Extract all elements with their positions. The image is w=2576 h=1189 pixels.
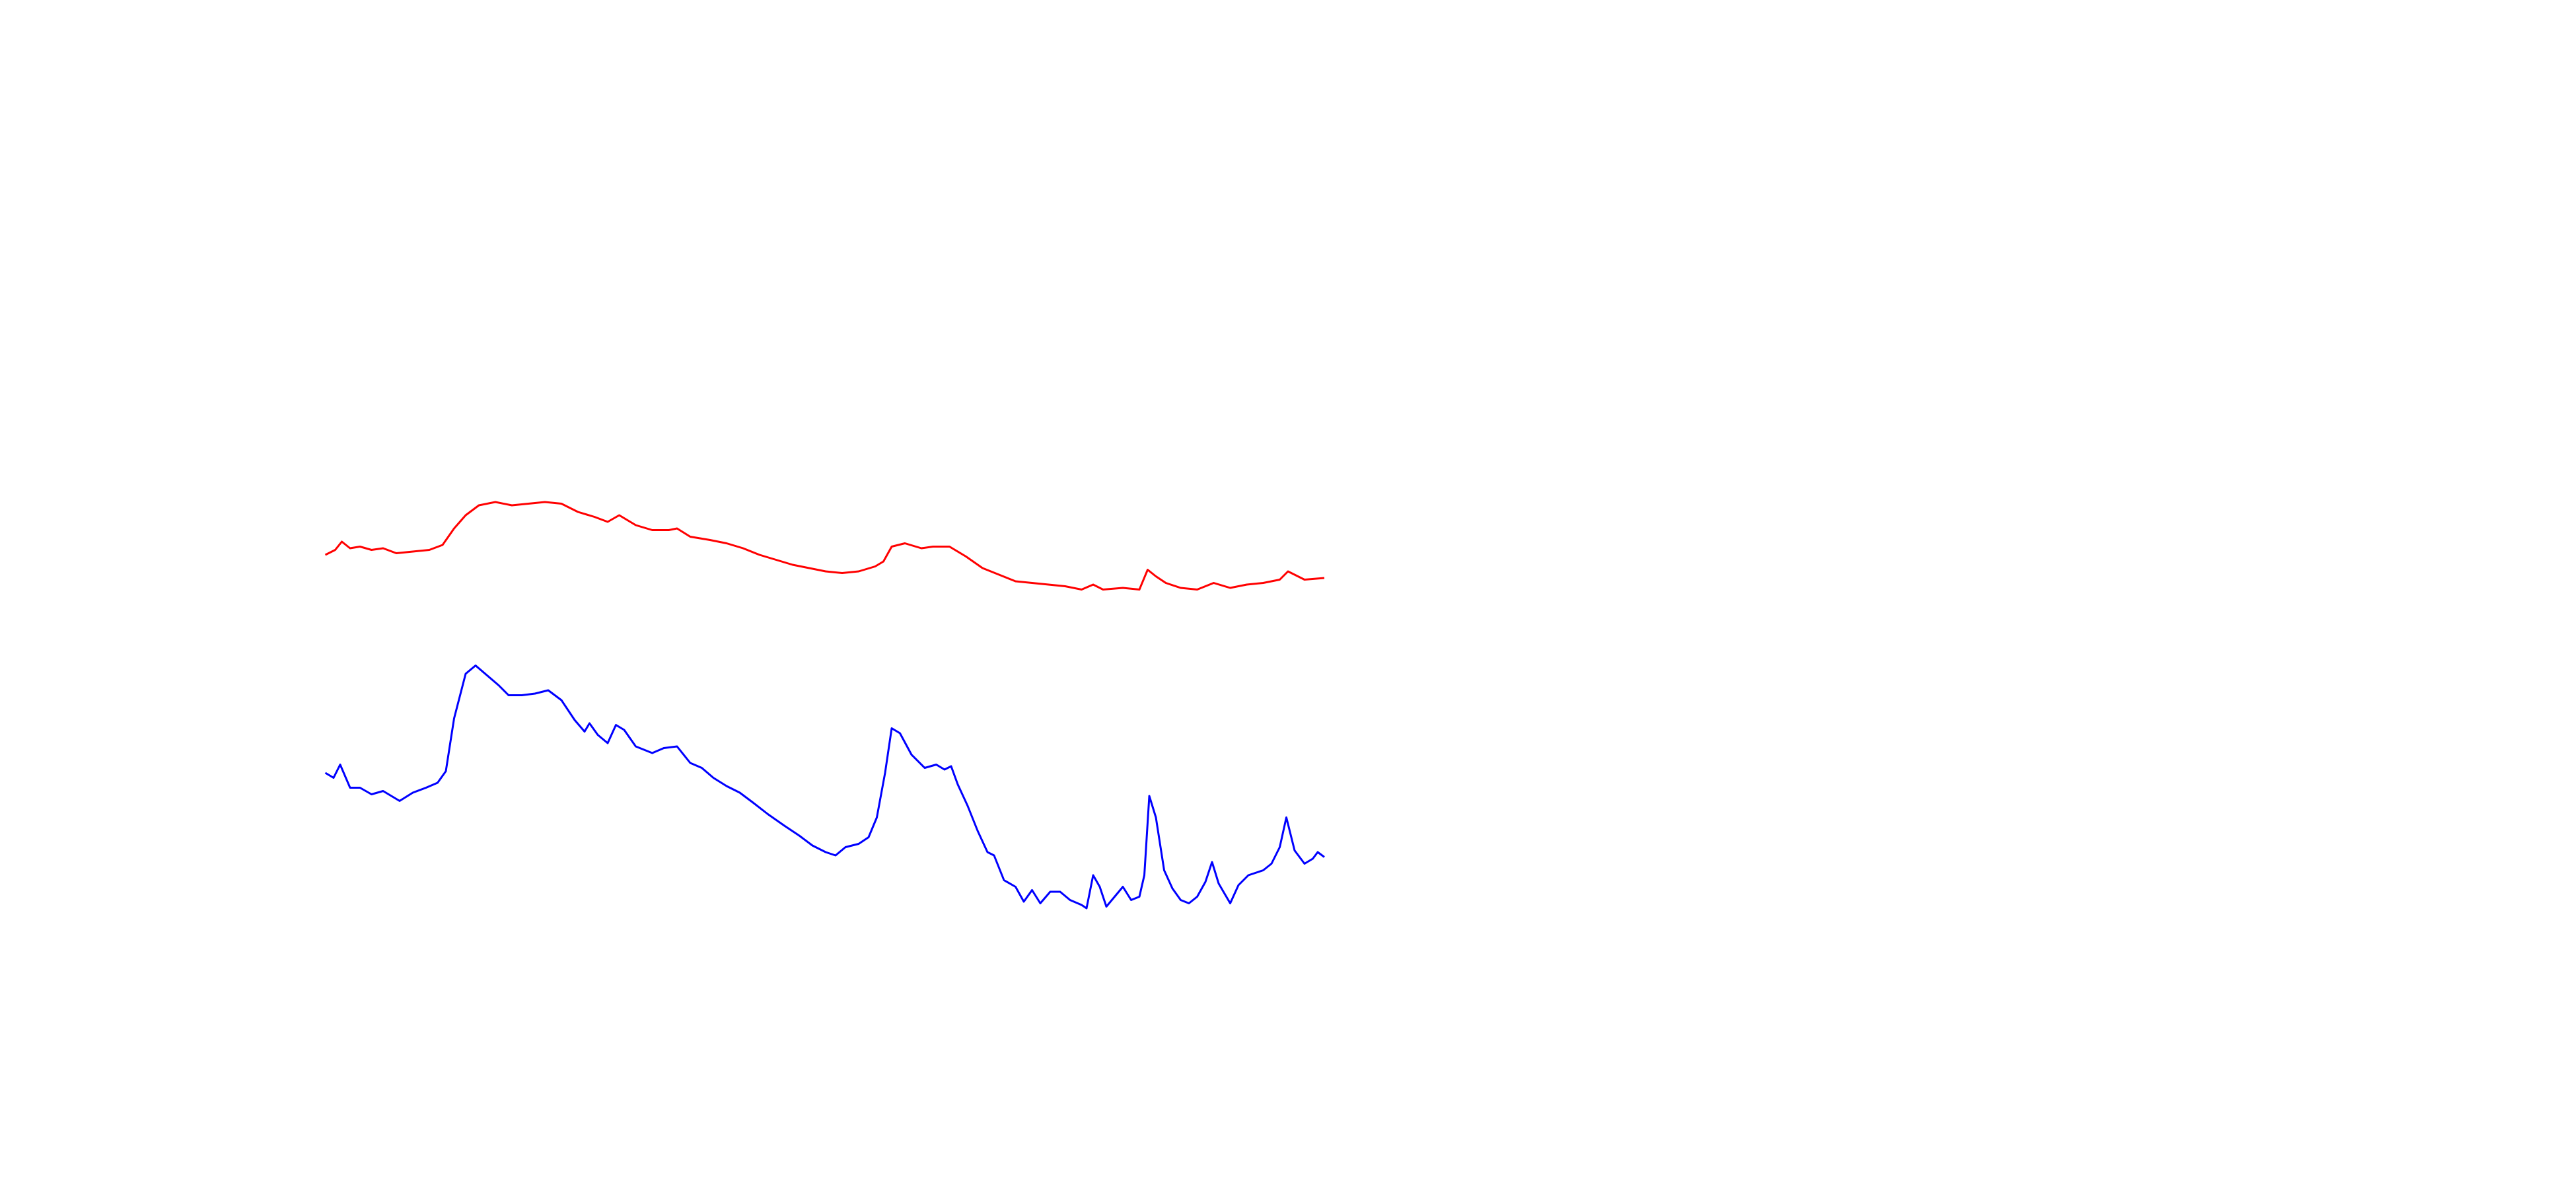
line-series (324, 665, 1325, 910)
line-series (324, 501, 1325, 591)
